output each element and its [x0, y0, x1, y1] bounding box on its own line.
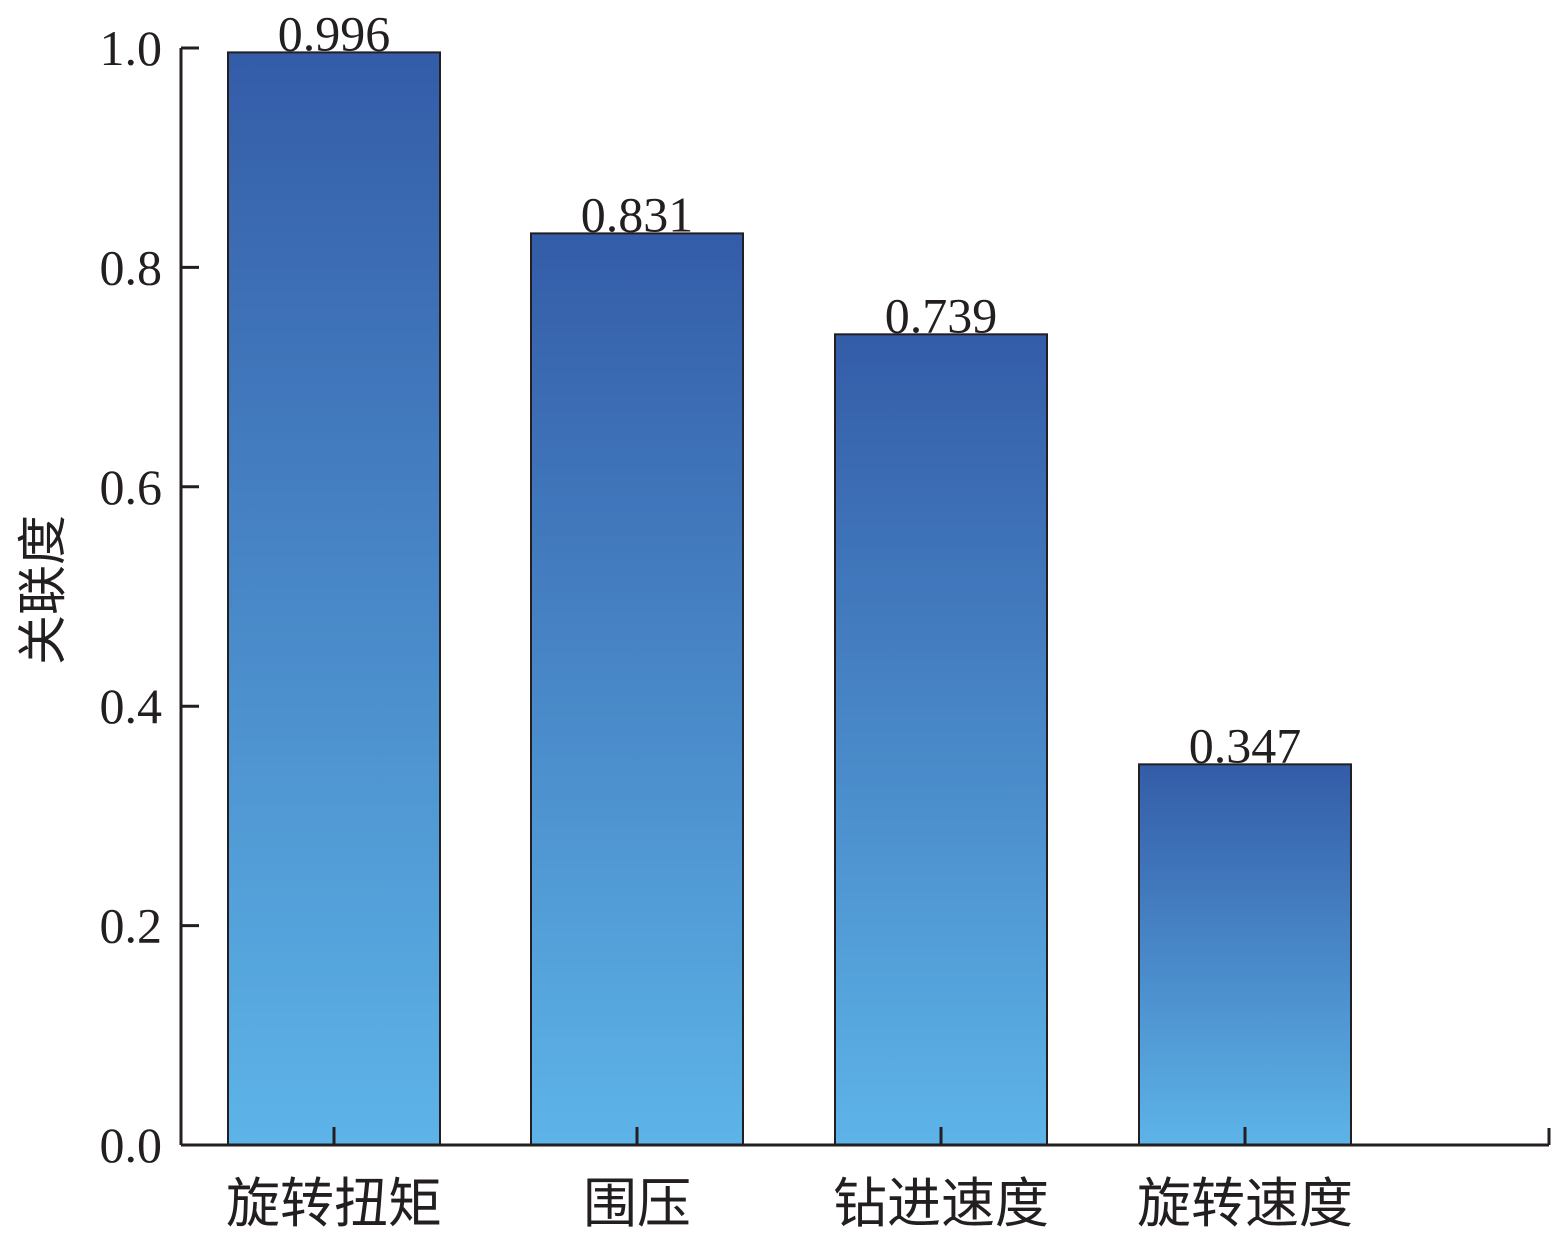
- data-label: 0.831: [581, 186, 694, 242]
- y-tick-label: 0.2: [100, 898, 163, 954]
- bar: [530, 232, 744, 1146]
- y-tick-label: 1.0: [100, 20, 163, 76]
- y-tick-label: 0.6: [100, 459, 163, 515]
- x-tick-label: 旋转扭矩: [226, 1172, 442, 1234]
- bars-layer: [227, 51, 1352, 1147]
- y-tick-label: 0.8: [100, 239, 163, 295]
- bar: [834, 333, 1048, 1146]
- axes-layer: [179, 48, 1551, 1147]
- data-label: 0.996: [278, 5, 391, 61]
- labels-layer: 0.0 0.2 0.4 0.6 0.8 1.0 旋转扭矩 0.996 围压 0.831 钻进速度 0.…: [100, 5, 1354, 1234]
- data-label: 0.739: [885, 287, 998, 343]
- bar: [227, 51, 441, 1147]
- data-label: 0.347: [1189, 717, 1302, 773]
- y-tick-label: 0.4: [100, 678, 163, 734]
- ticks-layer: [181, 46, 1247, 1147]
- x-tick-label: 围压: [583, 1172, 691, 1234]
- y-axis-title: 关联度: [14, 515, 72, 665]
- x-tick-label: 旋转速度: [1137, 1172, 1353, 1234]
- x-tick-label: 钻进速度: [833, 1172, 1049, 1234]
- bar: [1138, 763, 1352, 1146]
- y-tick-label: 0.0: [100, 1117, 163, 1173]
